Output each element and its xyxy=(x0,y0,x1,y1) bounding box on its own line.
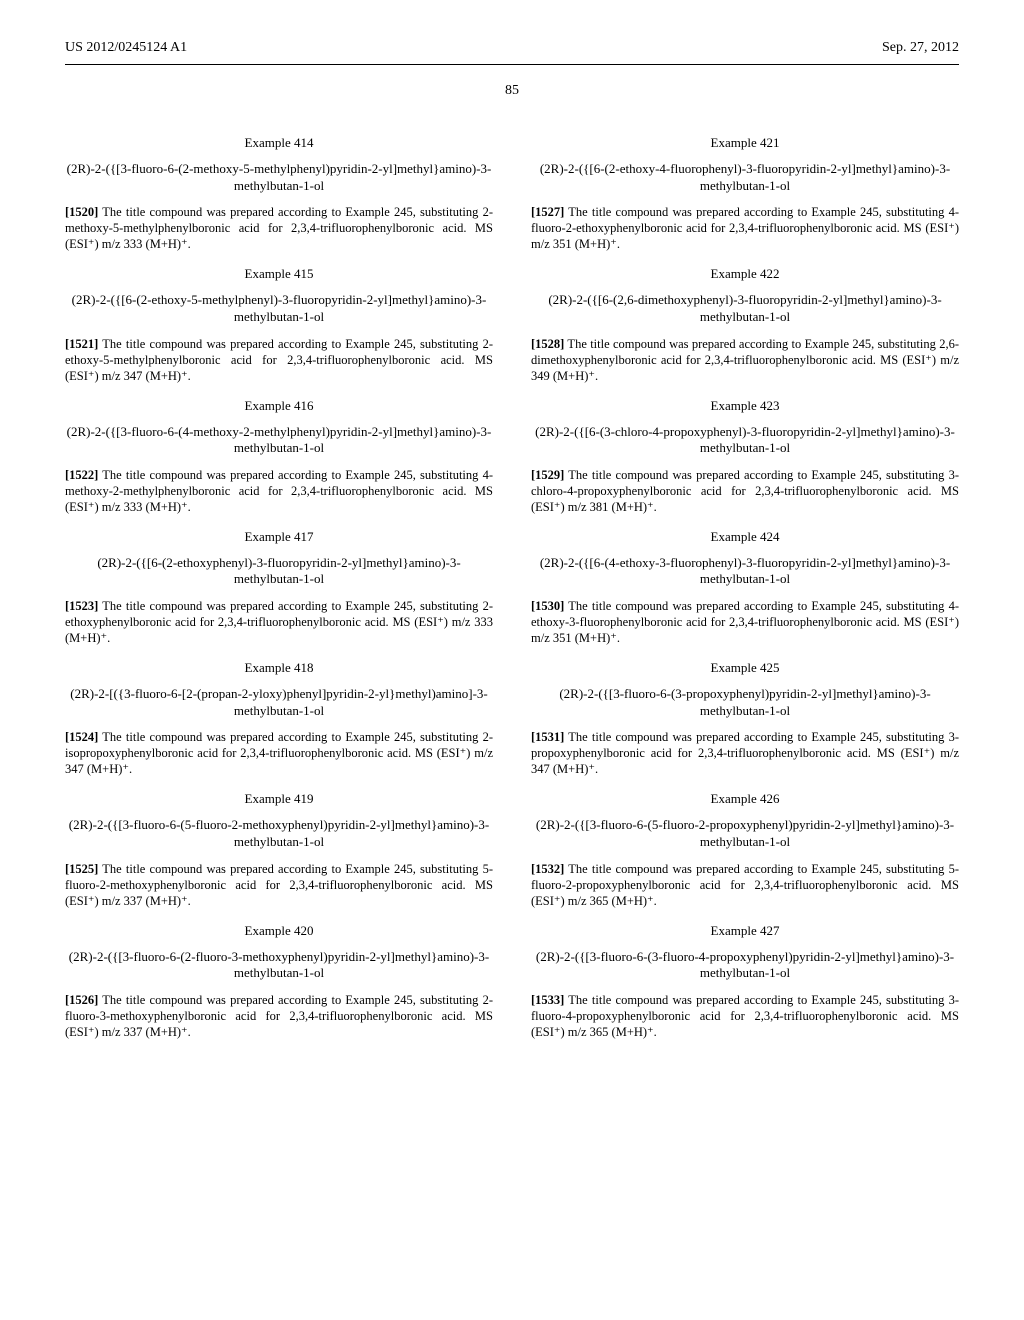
compound-title: (2R)-2-({[6-(2,6-dimethoxyphenyl)-3-fluo… xyxy=(531,292,959,325)
paragraph-number: [1530] xyxy=(531,599,564,613)
example-number: Example 419 xyxy=(65,791,493,807)
paragraph-number: [1531] xyxy=(531,730,564,744)
paragraph-number: [1533] xyxy=(531,993,564,1007)
paragraph: [1526] The title compound was prepared a… xyxy=(65,992,493,1040)
example-number: Example 418 xyxy=(65,660,493,676)
compound-title: (2R)-2-({[6-(3-chloro-4-propoxyphenyl)-3… xyxy=(531,424,959,457)
compound-title: (2R)-2-({[3-fluoro-6-(4-methoxy-2-methyl… xyxy=(65,424,493,457)
paragraph: [1523] The title compound was prepared a… xyxy=(65,598,493,646)
compound-title: (2R)-2-({[3-fluoro-6-(3-fluoro-4-propoxy… xyxy=(531,949,959,982)
compound-title: (2R)-2-({[6-(2-ethoxy-5-methylphenyl)-3-… xyxy=(65,292,493,325)
paragraph-body: The title compound was prepared accordin… xyxy=(531,599,959,645)
paragraph: [1530] The title compound was prepared a… xyxy=(531,598,959,646)
example-number: Example 416 xyxy=(65,398,493,414)
right-column: Example 421 (2R)-2-({[6-(2-ethoxy-4-fluor… xyxy=(531,121,959,1046)
columns: Example 414 (2R)-2-({[3-fluoro-6-(2-metho… xyxy=(65,121,959,1046)
compound-title: (2R)-2-({[3-fluoro-6-(2-fluoro-3-methoxy… xyxy=(65,949,493,982)
example-number: Example 417 xyxy=(65,529,493,545)
paragraph: [1531] The title compound was prepared a… xyxy=(531,729,959,777)
paragraph: [1533] The title compound was prepared a… xyxy=(531,992,959,1040)
paragraph-number: [1526] xyxy=(65,993,98,1007)
left-column: Example 414 (2R)-2-({[3-fluoro-6-(2-metho… xyxy=(65,121,493,1046)
page-header: US 2012/0245124 A1 Sep. 27, 2012 xyxy=(65,40,959,56)
publication-date: Sep. 27, 2012 xyxy=(882,40,959,56)
paragraph: [1527] The title compound was prepared a… xyxy=(531,204,959,252)
compound-title: (2R)-2-[({3-fluoro-6-[2-(propan-2-yloxy)… xyxy=(65,686,493,719)
paragraph-body: The title compound was prepared accordin… xyxy=(65,468,493,514)
paragraph-number: [1528] xyxy=(531,337,564,351)
example-number: Example 414 xyxy=(65,135,493,151)
compound-title: (2R)-2-({[6-(4-ethoxy-3-fluorophenyl)-3-… xyxy=(531,555,959,588)
example-number: Example 420 xyxy=(65,923,493,939)
example-number: Example 427 xyxy=(531,923,959,939)
paragraph-number: [1523] xyxy=(65,599,98,613)
paragraph-number: [1522] xyxy=(65,468,98,482)
paragraph-body: The title compound was prepared accordin… xyxy=(531,468,959,514)
example-number: Example 423 xyxy=(531,398,959,414)
paragraph: [1521] The title compound was prepared a… xyxy=(65,336,493,384)
paragraph: [1532] The title compound was prepared a… xyxy=(531,861,959,909)
compound-title: (2R)-2-({[6-(2-ethoxyphenyl)-3-fluoropyr… xyxy=(65,555,493,588)
paragraph-body: The title compound was prepared accordin… xyxy=(65,599,493,645)
example-number: Example 415 xyxy=(65,266,493,282)
paragraph: [1525] The title compound was prepared a… xyxy=(65,861,493,909)
paragraph-body: The title compound was prepared accordin… xyxy=(531,862,959,908)
header-rule xyxy=(65,64,959,65)
example-number: Example 421 xyxy=(531,135,959,151)
compound-title: (2R)-2-({[3-fluoro-6-(3-propoxyphenyl)py… xyxy=(531,686,959,719)
paragraph-body: The title compound was prepared accordin… xyxy=(65,993,493,1039)
paragraph: [1524] The title compound was prepared a… xyxy=(65,729,493,777)
paragraph: [1520] The title compound was prepared a… xyxy=(65,204,493,252)
paragraph-body: The title compound was prepared accordin… xyxy=(65,862,493,908)
compound-title: (2R)-2-({[3-fluoro-6-(2-methoxy-5-methyl… xyxy=(65,161,493,194)
compound-title: (2R)-2-({[3-fluoro-6-(5-fluoro-2-methoxy… xyxy=(65,817,493,850)
compound-title: (2R)-2-({[6-(2-ethoxy-4-fluorophenyl)-3-… xyxy=(531,161,959,194)
example-number: Example 425 xyxy=(531,660,959,676)
paragraph-number: [1532] xyxy=(531,862,564,876)
paragraph: [1528] The title compound was prepared a… xyxy=(531,336,959,384)
paragraph-body: The title compound was prepared accordin… xyxy=(531,730,959,776)
paragraph-number: [1521] xyxy=(65,337,98,351)
paragraph: [1529] The title compound was prepared a… xyxy=(531,467,959,515)
paragraph-number: [1524] xyxy=(65,730,98,744)
paragraph-number: [1525] xyxy=(65,862,98,876)
example-number: Example 422 xyxy=(531,266,959,282)
paragraph-number: [1520] xyxy=(65,205,98,219)
patent-page: US 2012/0245124 A1 Sep. 27, 2012 85 Exam… xyxy=(0,0,1024,1320)
page-number: 85 xyxy=(65,83,959,99)
paragraph-number: [1529] xyxy=(531,468,564,482)
paragraph: [1522] The title compound was prepared a… xyxy=(65,467,493,515)
paragraph-body: The title compound was prepared accordin… xyxy=(531,337,959,383)
publication-number: US 2012/0245124 A1 xyxy=(65,40,187,56)
compound-title: (2R)-2-({[3-fluoro-6-(5-fluoro-2-propoxy… xyxy=(531,817,959,850)
paragraph-number: [1527] xyxy=(531,205,564,219)
paragraph-body: The title compound was prepared accordin… xyxy=(531,205,959,251)
paragraph-body: The title compound was prepared accordin… xyxy=(531,993,959,1039)
paragraph-body: The title compound was prepared accordin… xyxy=(65,205,493,251)
paragraph-body: The title compound was prepared accordin… xyxy=(65,730,493,776)
example-number: Example 424 xyxy=(531,529,959,545)
paragraph-body: The title compound was prepared accordin… xyxy=(65,337,493,383)
example-number: Example 426 xyxy=(531,791,959,807)
